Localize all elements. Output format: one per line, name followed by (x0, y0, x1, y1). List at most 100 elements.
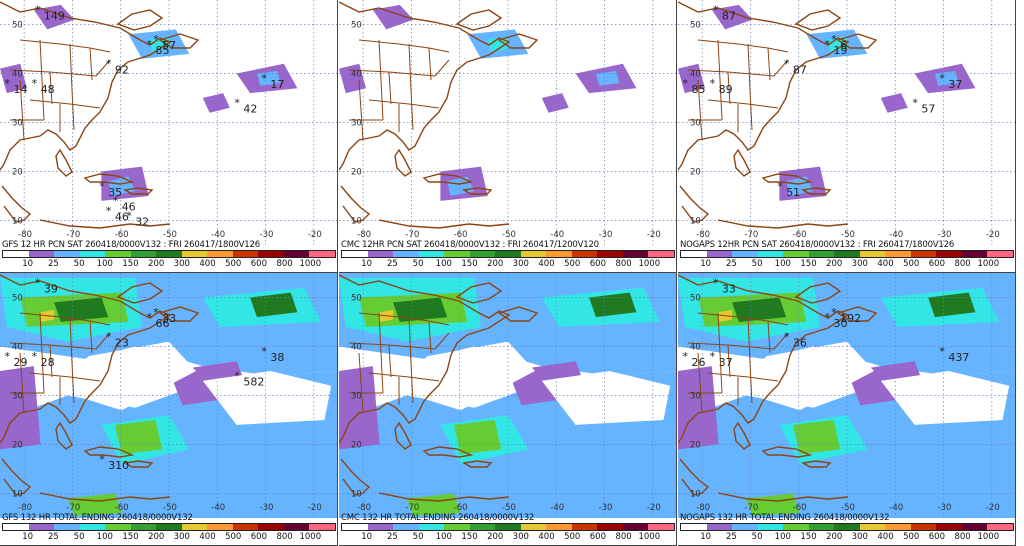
precip-area (786, 176, 814, 196)
latitude-label: 30 (351, 119, 362, 129)
legend-swatch (207, 524, 233, 530)
precip-area (250, 292, 298, 318)
legend-swatch (961, 251, 988, 257)
longitude-label: -30 (938, 230, 952, 240)
precip-max-marker: * (5, 350, 11, 363)
state-border (378, 312, 384, 394)
precip-max-marker: * (710, 77, 716, 90)
longitude-label: -50 (841, 503, 855, 513)
legend-tick-label: 600 (589, 532, 607, 542)
legend-tick-label: 100 (435, 532, 452, 542)
longitude-label: -30 (938, 503, 952, 513)
longitude-label: -20 (986, 503, 1000, 513)
precip-max-marker: * (5, 77, 11, 90)
coastline (158, 306, 200, 322)
precip-max-marker: * (153, 306, 159, 319)
legend-swatch (28, 524, 55, 530)
longitude-label: -80 (696, 230, 710, 240)
legend-tick-label: 25 (725, 532, 737, 542)
precip-area (202, 93, 230, 113)
legend-tick-label: 200 (487, 259, 504, 269)
precip-max-label: 85 (692, 83, 706, 96)
legend-tick-label: 300 (851, 532, 868, 542)
precip-area (752, 341, 874, 411)
precip-max-label: 42 (243, 103, 257, 116)
precip-area (33, 4, 75, 30)
longitude-label: -40 (211, 230, 225, 240)
latitude-label: 30 (690, 119, 701, 129)
legend-tick-label: 150 (800, 532, 817, 542)
state-border (767, 320, 771, 354)
latitude-label: 20 (351, 441, 362, 451)
legend-swatch (808, 524, 835, 530)
precip-max-marker: * (825, 311, 831, 324)
state-border (29, 99, 101, 109)
longitude-label: -30 (260, 230, 274, 240)
coastline (455, 9, 503, 31)
latitude-label: 20 (690, 441, 701, 451)
legend-tick-label: 50 (73, 259, 85, 269)
legend-tick-label: 400 (199, 259, 216, 269)
precip-max-marker: * (113, 195, 119, 208)
longitude-label: -40 (889, 230, 903, 240)
legend-tick-label: 50 (751, 532, 763, 542)
legend-swatch (469, 251, 496, 257)
precip-max-label: 32 (135, 215, 149, 228)
legend-swatch (834, 524, 860, 530)
precip-max-marker: * (777, 180, 783, 193)
precip-area (74, 341, 196, 411)
precip-max-label: 87 (722, 10, 736, 23)
latitude-label: 40 (12, 70, 23, 80)
coastline (678, 274, 850, 444)
legend-swatch (936, 524, 962, 530)
state-border (697, 352, 703, 414)
precip-max-label: 582 (243, 376, 264, 389)
latitude-label: 20 (12, 168, 23, 178)
coastline (1, 185, 32, 223)
legend-colorbar (680, 250, 1014, 258)
legend-tick-label: 150 (122, 532, 139, 542)
precip-area (928, 292, 976, 318)
legend-swatch (546, 524, 572, 530)
legend-tick-label: 1000 (299, 532, 322, 542)
longitude-label: -70 (744, 503, 758, 513)
legend-swatch (546, 251, 572, 257)
precip-area (413, 341, 535, 411)
precip-max-marker: * (106, 331, 112, 344)
legend-swatch (156, 524, 182, 530)
legend-tick-label: 400 (538, 532, 555, 542)
legend-swatch (571, 524, 598, 530)
precip-area (406, 493, 461, 516)
latitude-label: 40 (351, 70, 362, 80)
state-border (773, 59, 789, 77)
legend-swatch (3, 251, 29, 257)
map-panel-2: 50 40 30 20 10 -80 -70 -60 -50 -40 -30 -20 CMC 12HR … (339, 0, 677, 273)
state-border (747, 43, 753, 131)
precip-area (678, 366, 719, 450)
legend-tick-label: 500 (903, 259, 920, 269)
latitude-label: 30 (12, 119, 23, 129)
legend-swatch (885, 524, 911, 530)
precip-max-label: 192 (840, 312, 861, 325)
legend-swatch (367, 251, 394, 257)
legend-tick-label: 600 (928, 259, 946, 269)
legend-swatch (444, 524, 470, 530)
legend-tick-label: 200 (826, 532, 843, 542)
state-border (378, 39, 384, 121)
legend-swatch (520, 251, 547, 257)
longitude-label: -80 (357, 230, 371, 240)
longitude-label: -70 (66, 503, 80, 513)
precip-max-label: 46 (122, 201, 136, 214)
legend-tick-label: 600 (928, 532, 946, 542)
coastline (340, 185, 371, 223)
precip-area (202, 371, 332, 425)
legend-swatch (28, 251, 55, 257)
color-legend: 10 25 50 100 150 200 300 400 500 600 800 1000 (2, 523, 336, 545)
legend-swatch (105, 251, 131, 257)
coastline (0, 274, 172, 444)
map-panel-4: 50 40 30 20 10 -80 -70 -60 -50 -40 -30 -20 39 * 28 * 29 *… (0, 273, 338, 546)
latitude-label: 10 (690, 490, 701, 500)
state-border (773, 332, 789, 350)
legend-swatch (342, 524, 368, 530)
panel-caption: GFS 132 HR TOTAL ENDING 260418/0000V132 (2, 513, 193, 523)
